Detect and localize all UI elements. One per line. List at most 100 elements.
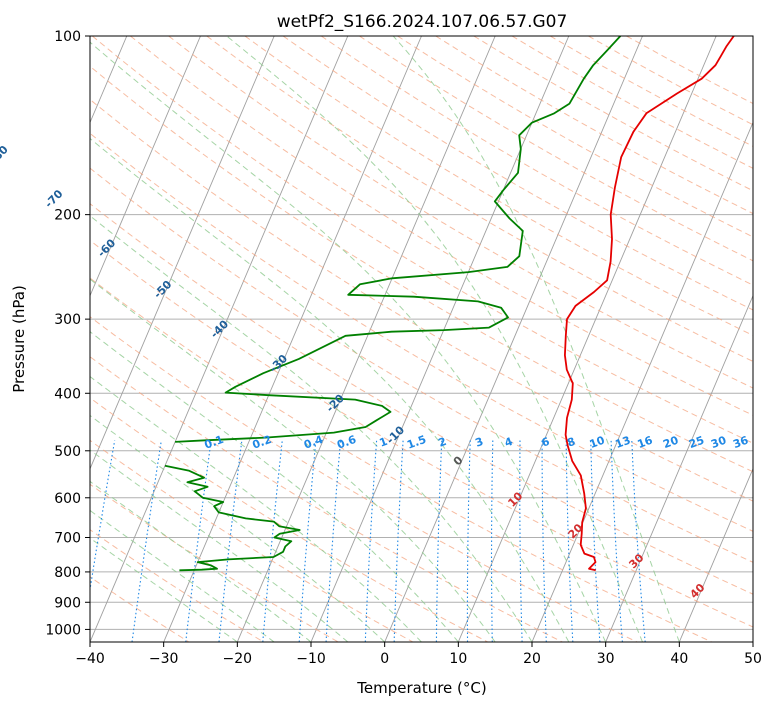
- x-axis-label: Temperature (°C): [356, 679, 486, 697]
- mixing-ratio-line: [131, 440, 162, 642]
- mixing-ratio-line: [466, 440, 471, 642]
- mixing-ratio-label: 3: [473, 435, 485, 450]
- y-tick-label: 500: [54, 444, 81, 460]
- isotherm-line: [163, 36, 422, 642]
- mixing-ratio-label: 8: [565, 435, 577, 450]
- dry-adiabat-line: [90, 439, 414, 642]
- mixing-ratio-line: [218, 440, 243, 642]
- plot-area: [90, 36, 753, 642]
- mixing-ratio-line: [490, 440, 494, 642]
- series-layer: [164, 36, 735, 572]
- x-tick-label: 0: [380, 651, 389, 667]
- moist-adiabat-line: [90, 537, 238, 642]
- y-tick-label: 800: [54, 565, 81, 581]
- y-axis-label: Pressure (hPa): [10, 285, 28, 393]
- mixing-ratio-line: [590, 440, 601, 642]
- mixing-ratio-label: 13: [613, 434, 632, 451]
- mixing-ratio-label: 25: [687, 434, 706, 451]
- dry-adiabat-line: [90, 277, 712, 642]
- mixing-ratio-label: 1.5: [405, 433, 428, 452]
- isotherm-line: [90, 36, 275, 470]
- isotherm-line: [531, 121, 753, 642]
- moist-adiabat-line: [90, 331, 459, 642]
- y-tick-label: 900: [54, 595, 81, 611]
- mixing-ratio-line: [435, 440, 443, 642]
- mixing-ratio-label: 2: [437, 435, 449, 450]
- y-tick-label: 700: [54, 531, 81, 547]
- mixing-ratio-label: 6: [540, 435, 552, 450]
- dry-adiabat-line: [90, 397, 488, 642]
- dewpoint-line: [175, 36, 622, 443]
- mixing-ratio-line: [541, 440, 547, 642]
- x-tick-label: −20: [223, 651, 253, 667]
- dry-adiabat-line: [90, 167, 753, 563]
- isotherm-label: -80: [0, 143, 11, 166]
- x-tick-label: −40: [75, 651, 105, 667]
- dry-adiabat-line: [90, 356, 563, 642]
- dry-adiabat-line: [90, 316, 638, 642]
- y-tick-label: 400: [54, 386, 81, 402]
- mixing-ratio-label: 4: [503, 435, 515, 450]
- mixing-ratio-label: 0.6: [335, 433, 358, 452]
- mixing-ratio-label: 20: [661, 433, 680, 451]
- y-tick-label: 200: [54, 208, 81, 224]
- moist-adiabat-line: [226, 36, 643, 642]
- mixing-ratio-line: [519, 440, 523, 642]
- mixing-ratio-label: 0.1: [203, 433, 226, 452]
- y-tick-label: 300: [54, 312, 81, 328]
- chart-title: wetPf2_S166.2024.107.06.57.G07: [277, 12, 568, 32]
- isotherm-line: [605, 294, 753, 642]
- isotherm-line: [678, 467, 753, 642]
- mixing-ratio-line: [393, 440, 404, 642]
- mixing-ratio-line: [565, 440, 574, 642]
- mixing-ratio-line: [631, 440, 646, 642]
- y-tick-label: 600: [54, 491, 81, 507]
- dry-adiabat-line: [90, 203, 753, 595]
- moist-adiabat-line: [90, 215, 533, 642]
- mixing-ratio-line: [325, 440, 342, 642]
- dry-adiabat-line: [90, 132, 753, 532]
- mixing-ratio-label: 10: [588, 433, 607, 451]
- dry-adiabat-line: [90, 483, 339, 642]
- y-axis: 100 200 300 400 500 600 700 800 900 1000: [45, 29, 90, 638]
- mixing-ratio-line: [298, 440, 317, 642]
- x-tick-label: −30: [149, 651, 179, 667]
- moist-adiabat-line: [90, 509, 275, 642]
- x-axis: −40 −30 −20 −10 0 10 20 30 40 50: [75, 642, 762, 667]
- mixing-ratio-line: [262, 440, 283, 642]
- isotherm-line: [90, 36, 201, 297]
- y-tick-label: 1000: [45, 622, 81, 638]
- dewpoint-line: [164, 464, 301, 572]
- mixing-ratio-label: 36: [731, 433, 750, 451]
- isotherm-line: [457, 36, 717, 642]
- mixing-ratio-label: 30: [709, 433, 728, 451]
- isotherm-line: [236, 36, 496, 642]
- mixing-ratio-label: 1: [378, 435, 390, 450]
- dry-adiabat-line: [90, 98, 753, 502]
- mixing-ratio-line: [364, 440, 378, 642]
- y-tick-label: 100: [54, 29, 81, 45]
- moist-adiabat-line: [90, 414, 386, 642]
- x-tick-label: 10: [449, 651, 467, 667]
- x-tick-label: 50: [744, 651, 762, 667]
- moist-adiabat-line: [90, 137, 570, 642]
- mixing-ratio-line: [610, 440, 623, 642]
- dry-adiabat-line: [90, 576, 190, 642]
- x-tick-label: 30: [597, 651, 615, 667]
- x-tick-label: 20: [523, 651, 541, 667]
- moist-adiabat-line: [90, 480, 312, 642]
- mixing-ratio-label: 0.2: [251, 433, 274, 452]
- plot-frame: [89, 35, 754, 643]
- x-tick-label: 40: [670, 651, 688, 667]
- mixing-ratio-label: 0.4: [302, 433, 325, 452]
- temperature-line: [564, 36, 735, 572]
- moist-adiabat-line: [90, 278, 496, 642]
- x-tick-label: −10: [296, 651, 326, 667]
- mixing-ratio-label: 16: [636, 433, 655, 451]
- dry-adiabat-line: [90, 239, 753, 628]
- isotherm-line: [384, 36, 643, 642]
- mixing-ratio-line: [90, 440, 116, 594]
- isotherm-line: [752, 640, 753, 642]
- background-lines: [90, 36, 753, 642]
